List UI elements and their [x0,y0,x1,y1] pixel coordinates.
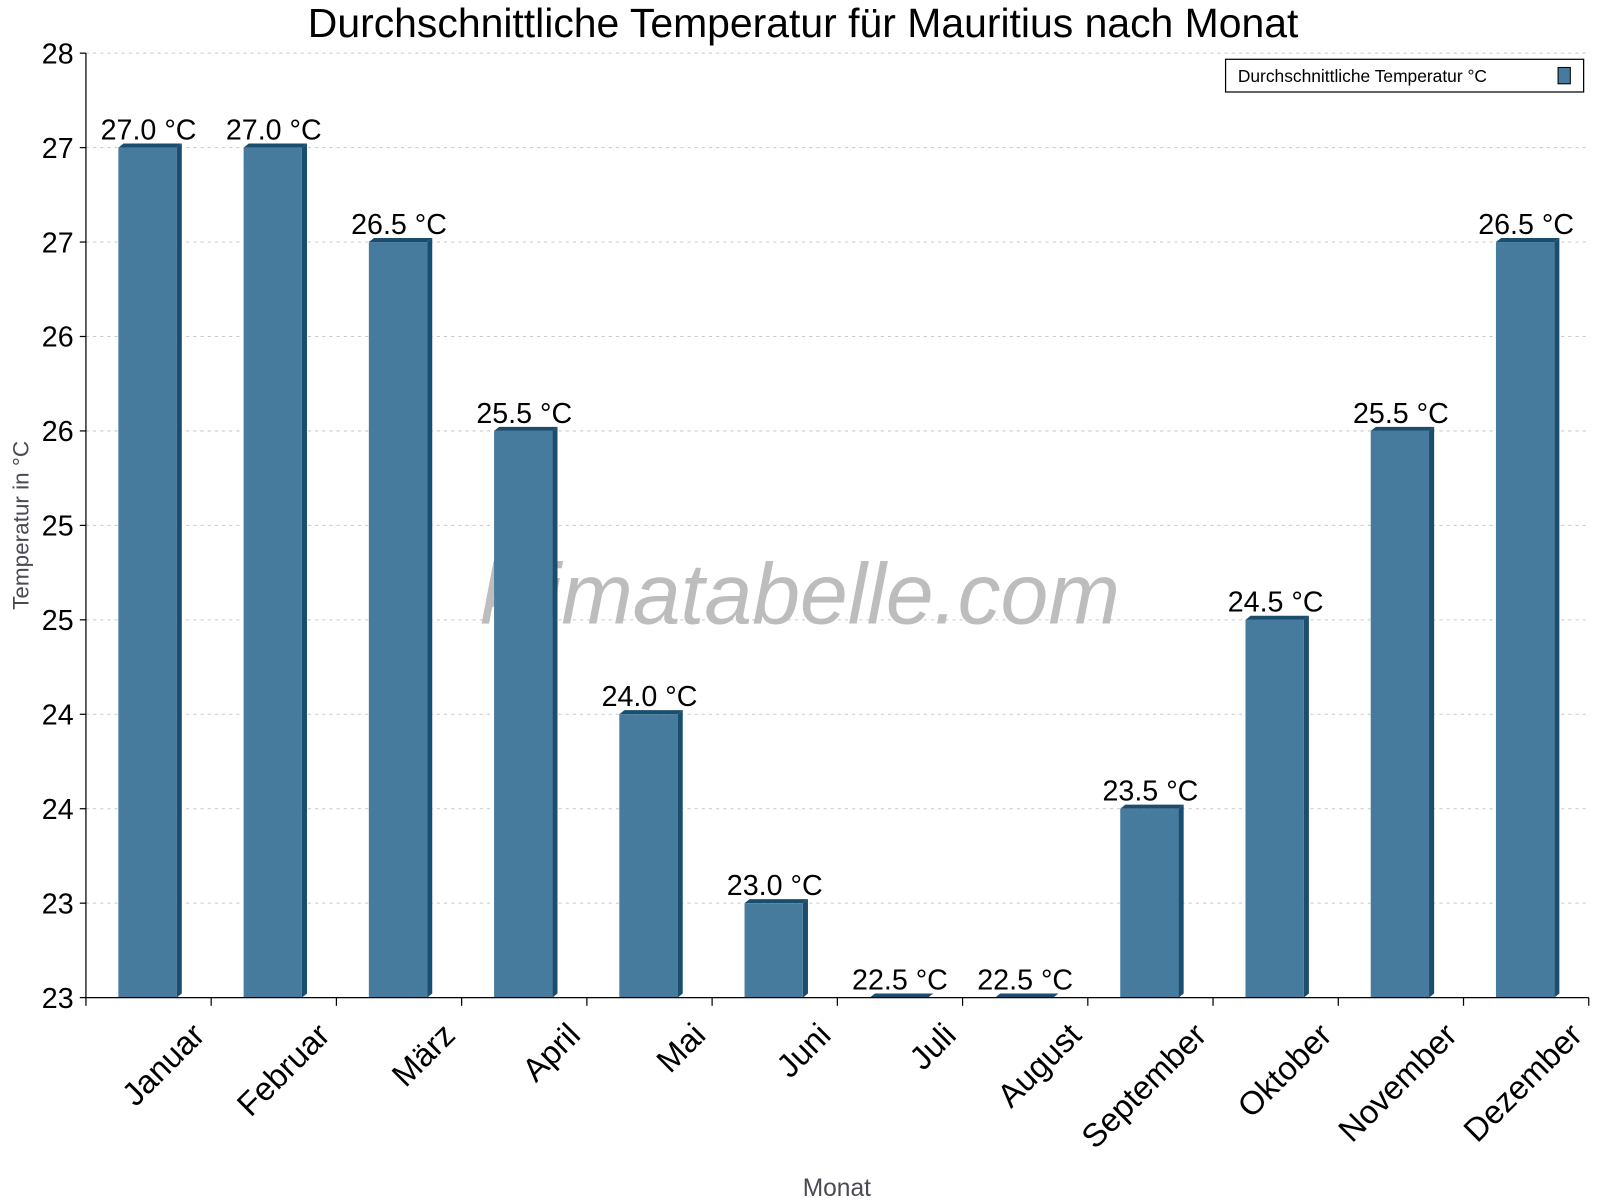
bar [494,430,553,998]
watermark: klimatabelle.com [480,547,1120,643]
bar-side [1303,615,1309,998]
bar-top [1370,426,1435,431]
bar-top [619,710,683,715]
x-tick-label: September [1074,1016,1213,1155]
y-tick-label: 24 [42,794,74,826]
bar-group: 23.5 °C [1103,776,1199,998]
y-tick-label: 24 [42,700,74,732]
x-tick-label: Juni [769,1016,838,1085]
bar-side [176,143,182,998]
x-tick-label: Dezember [1456,1016,1589,1149]
bar-side [1554,237,1560,998]
y-tick-label: 26 [42,416,74,448]
bar-top [368,237,433,243]
data-label: 25.5 °C [1353,398,1449,430]
gridlines [85,52,1589,904]
bar-top [869,993,934,998]
bar [1245,619,1304,998]
bar [1120,808,1179,998]
bar [243,147,302,998]
bar-side [427,237,433,998]
x-axis-label: Monat [803,1175,871,1200]
bar-side [1429,426,1435,998]
bar-group: 25.5 °C [1353,398,1449,998]
bar-side [802,899,808,998]
y-tick-label: 26 [42,322,74,354]
data-label: 23.5 °C [1103,776,1199,808]
bar-side [301,143,308,998]
bar [744,903,803,998]
chart-title: Durchschnittliche Temperatur für Mauriti… [308,0,1299,46]
y-tick-label: 23 [42,888,74,920]
legend-label: Durchschnittliche Temperatur °C [1238,66,1487,86]
bar-top [1495,237,1560,243]
bar-group: 27.0 °C [101,114,197,998]
bar-group: 22.5 °C [977,964,1073,998]
bar-group: 27.0 °C [226,114,322,998]
bar-side [1178,804,1184,998]
y-tick-label: 23 [42,983,74,1015]
x-tick-label: August [990,1016,1088,1114]
x-tick-label: Februar [229,1016,336,1123]
y-tick-label: 27 [42,133,74,165]
data-label: 26.5 °C [351,209,447,241]
legend: Durchschnittliche Temperatur °C [1224,58,1585,93]
data-label: 24.0 °C [602,681,698,713]
x-tick-label: November [1331,1016,1464,1149]
bar-top [1120,804,1184,809]
bar-group: 26.5 °C [351,209,447,998]
legend-box [1224,58,1585,93]
bar [118,147,177,998]
bar-side [677,710,683,998]
y-tick-label: 28 [42,38,74,70]
bars: 27.0 °C 27.0 °C 26.5 °C 25.5 °C 24.0 °C 23.0 … [101,114,1574,998]
data-label: 22.5 °C [852,964,948,996]
bar-top [118,143,182,148]
data-label: 26.5 °C [1478,209,1574,241]
bar-top [744,899,808,904]
y-tick-label: 25 [42,605,74,637]
y-axis-label: Temperatur in °C [9,441,34,610]
bar-top [494,426,558,431]
x-tick-label: Juli [902,1016,963,1077]
bar-top [243,143,308,148]
bar-group: 26.5 °C [1478,209,1574,998]
x-tick-label: Januar [114,1016,211,1113]
bar-group: 23.0 °C [727,870,823,998]
x-tick-label: März [384,1016,462,1094]
x-tick-label: April [515,1016,587,1088]
bar [1495,242,1555,998]
y-tick-label: 27 [42,227,74,259]
data-label: 22.5 °C [977,964,1073,996]
bar-side [552,426,558,998]
data-label: 27.0 °C [226,114,322,146]
x-tick-label: Oktober [1230,1016,1339,1124]
bar-group: 24.5 °C [1228,587,1324,998]
bar-group: 25.5 °C [476,398,572,998]
bar-top [995,993,1059,998]
data-label: 25.5 °C [476,398,572,430]
data-label: 24.5 °C [1228,587,1324,619]
bar-group: 22.5 °C [852,964,948,998]
bar-top [1245,615,1309,620]
bar [368,242,428,998]
x-tick-label: Mai [649,1016,712,1079]
data-label: 23.0 °C [727,870,823,902]
bar-group: 24.0 °C [602,681,698,998]
bar [1370,430,1430,998]
legend-swatch [1557,66,1571,85]
y-tick-label: 25 [42,511,74,543]
data-label: 27.0 °C [101,114,197,146]
bar [619,714,678,998]
